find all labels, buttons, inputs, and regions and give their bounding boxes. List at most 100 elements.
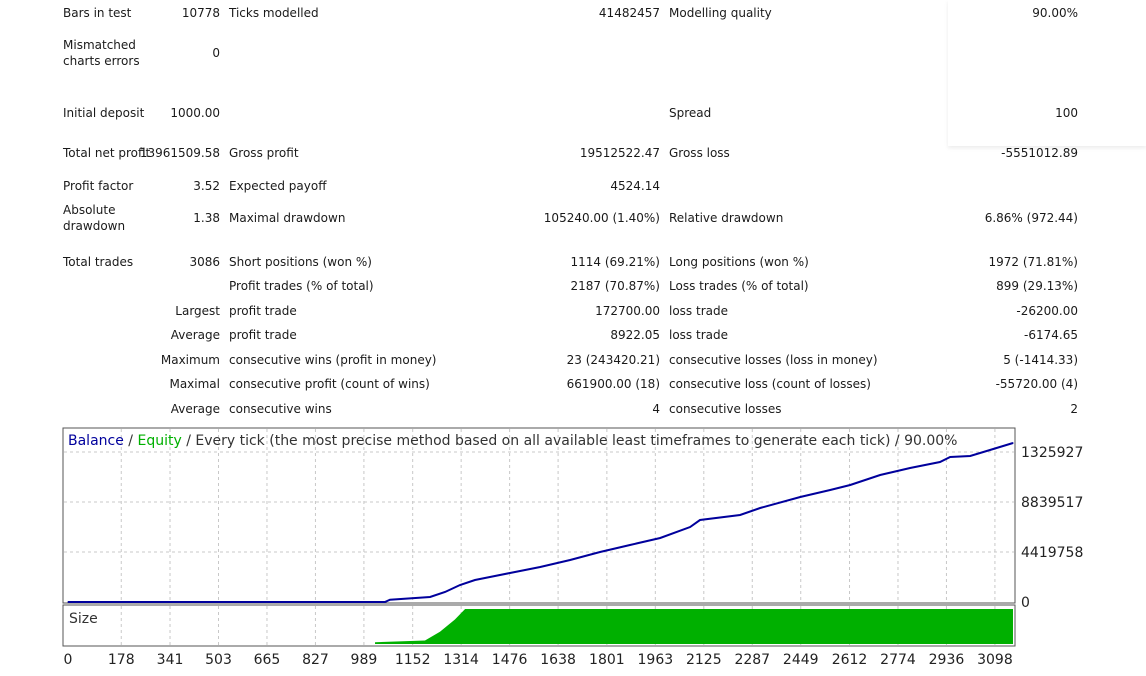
x-tick-label: 0 xyxy=(64,652,73,668)
value-v2: 172700.00 xyxy=(595,304,660,318)
label-c3: Gross loss xyxy=(669,146,730,160)
balance-point xyxy=(429,596,431,598)
x-tick-label: 827 xyxy=(302,652,329,668)
balance-chart: 0 178 341 503 665 827 989 1152 1314 1476 1638 1801 1… xyxy=(62,427,1083,668)
value-v3: -6174.65 xyxy=(1024,328,1078,342)
x-tick-label: 2449 xyxy=(783,652,819,668)
label-c1: Profit factor xyxy=(63,179,134,193)
value-v3: 2 xyxy=(1070,402,1078,416)
size-area xyxy=(375,609,1013,644)
value-v1: Maximal xyxy=(169,377,220,391)
x-tick-label: 1801 xyxy=(589,652,625,668)
value-v3: 1972 (71.81%) xyxy=(988,255,1078,269)
balance-point xyxy=(939,461,941,463)
chart-legend: Balance / Equity / Every tick (the most … xyxy=(68,433,957,449)
balance-point xyxy=(739,514,741,516)
balance-point xyxy=(879,474,881,476)
value-v3: 5 (-1414.33) xyxy=(1003,353,1078,367)
value-v2: 41482457 xyxy=(598,6,660,20)
value-v3: -5551012.89 xyxy=(1001,146,1078,160)
value-v1: 1000.00 xyxy=(170,106,220,120)
size-panel-label: Size xyxy=(69,611,98,627)
label-c3: Loss trades (% of total) xyxy=(669,279,809,293)
value-v1: 13961509.58 xyxy=(139,146,220,160)
value-v1: 3086 xyxy=(189,255,220,269)
balance-point xyxy=(969,455,971,457)
value-v1: Maximum xyxy=(160,353,220,367)
label-c1: Total net profit xyxy=(63,146,151,160)
label-c2: profit trade xyxy=(229,328,297,342)
x-tick-label: 3098 xyxy=(977,652,1013,668)
label-c3: Long positions (won %) xyxy=(669,255,809,269)
value-v2: 661900.00 (18) xyxy=(566,377,660,391)
label-c2: consecutive wins (profit in money) xyxy=(229,353,437,367)
balance-point xyxy=(689,526,691,528)
label-c2: Maximal drawdown xyxy=(229,211,346,225)
info-panel-shadow xyxy=(948,0,1146,146)
label-c3: Relative drawdown xyxy=(669,211,784,225)
label-c3: consecutive loss (count of losses) xyxy=(669,377,871,391)
value-v2: 4 xyxy=(652,402,660,416)
x-tick-label: 1638 xyxy=(540,652,576,668)
label-c2: consecutive wins xyxy=(229,402,332,416)
value-v2: 4524.14 xyxy=(610,179,660,193)
value-v3: 899 (29.13%) xyxy=(996,279,1078,293)
balance-point xyxy=(659,537,661,539)
value-v2: 1114 (69.21%) xyxy=(570,255,660,269)
value-v2: 23 (243420.21) xyxy=(566,353,660,367)
value-v2: 105240.00 (1.40%) xyxy=(543,211,660,225)
x-tick-label: 341 xyxy=(157,652,184,668)
x-tick-label: 178 xyxy=(108,652,135,668)
balance-point xyxy=(509,572,511,574)
x-tick-label: 989 xyxy=(351,652,378,668)
balance-point xyxy=(569,559,571,561)
label-c3: consecutive losses xyxy=(669,402,782,416)
x-tick-label: 2612 xyxy=(832,652,868,668)
value-v1: Largest xyxy=(175,304,220,318)
balance-point xyxy=(909,467,911,469)
label-c2: Short positions (won %) xyxy=(229,255,372,269)
x-tick-label: 1963 xyxy=(638,652,674,668)
balance-point xyxy=(949,456,951,458)
value-v3: -26200.00 xyxy=(1016,304,1078,318)
value-v1: 0 xyxy=(212,46,220,60)
value-v1: 3.52 xyxy=(193,179,220,193)
label-c2: Profit trades (% of total) xyxy=(229,279,374,293)
label-c2: Ticks modelled xyxy=(229,6,319,20)
x-tick-label: 2125 xyxy=(686,652,722,668)
label-c2: consecutive profit (count of wins) xyxy=(229,377,430,391)
x-tick-label: 2936 xyxy=(929,652,965,668)
x-tick-label: 2774 xyxy=(880,652,916,668)
label-c1: Bars in test xyxy=(63,6,132,20)
label-c1: Total trades xyxy=(63,255,134,269)
label-c3: loss trade xyxy=(669,304,728,318)
balance-point xyxy=(67,601,69,603)
label-c1: Mismatched charts errors xyxy=(63,38,140,68)
value-v2: 19512522.47 xyxy=(579,146,660,160)
balance-line xyxy=(68,442,1014,603)
balance-point xyxy=(599,551,601,553)
balance-point xyxy=(459,584,461,586)
label-c2: profit trade xyxy=(229,304,297,318)
label-c1: Initial deposit xyxy=(63,106,145,120)
value-v3: 100 xyxy=(1055,106,1078,120)
label-c1: Absolute drawdown xyxy=(63,203,126,233)
balance-point xyxy=(489,576,491,578)
y-tick-label: 1325927 xyxy=(1021,445,1083,461)
x-tick-label: 503 xyxy=(205,652,232,668)
balance-point xyxy=(799,496,801,498)
main-plot-area xyxy=(62,427,1016,604)
x-tick-label: 2287 xyxy=(734,652,770,668)
balance-point xyxy=(629,544,631,546)
value-v2: 2187 (70.87%) xyxy=(570,279,660,293)
label-c3: loss trade xyxy=(669,328,728,342)
value-v3: -55720.00 (4) xyxy=(995,377,1078,391)
balance-point xyxy=(989,449,991,451)
label-c3: Modelling quality xyxy=(669,6,772,20)
x-tick-label: 1152 xyxy=(395,652,431,668)
value-v1: Average xyxy=(170,328,220,342)
x-tick-label: 665 xyxy=(254,652,281,668)
value-v3: 6.86% (972.44) xyxy=(984,211,1078,225)
label-c3: consecutive losses (loss in money) xyxy=(669,353,878,367)
balance-point xyxy=(474,579,476,581)
